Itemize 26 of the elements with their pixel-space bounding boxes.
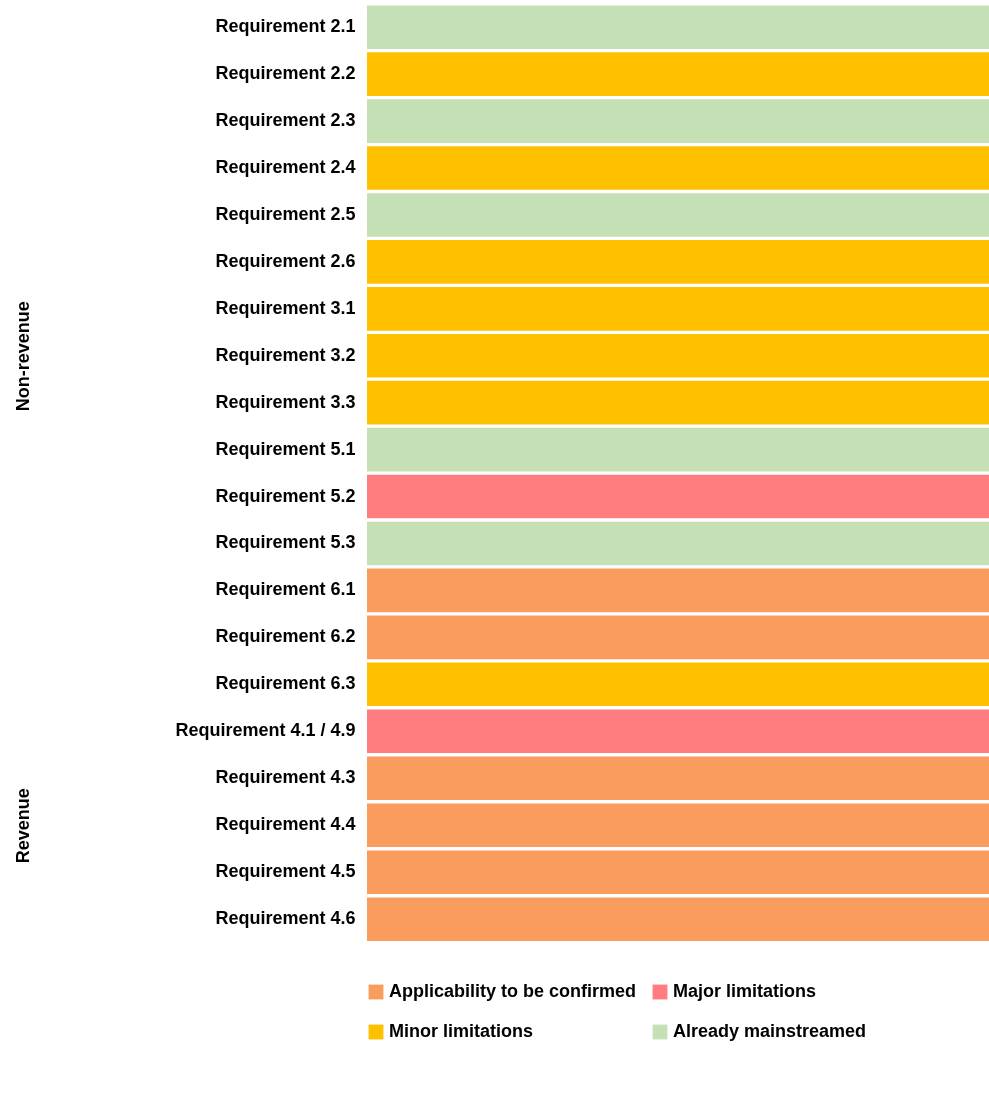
y-tick-label: Requirement 4.1 / 4.9 bbox=[175, 720, 356, 741]
y-tick-label: Requirement 3.2 bbox=[215, 344, 356, 365]
y-tick-label: Requirement 2.3 bbox=[215, 110, 356, 131]
y-tick-label: Requirement 4.3 bbox=[215, 767, 356, 788]
y-tick-label: Requirement 4.4 bbox=[215, 814, 356, 835]
legend-label: Major limitations bbox=[673, 981, 817, 1001]
y-tick-label: Requirement 3.3 bbox=[215, 391, 356, 412]
y-axis-title: Non-revenue bbox=[12, 301, 33, 412]
y-tick-label: Requirement 4.6 bbox=[215, 908, 356, 929]
y-axis-title: Revenue bbox=[12, 788, 33, 864]
y-tick-label: Requirement 6.2 bbox=[215, 626, 356, 647]
y-tick-label: Requirement 4.5 bbox=[215, 861, 356, 882]
y-tick-label: Requirement 6.3 bbox=[215, 673, 356, 694]
y-tick-label: Requirement 5.1 bbox=[215, 438, 356, 459]
legend-label: Minor limitations bbox=[389, 1021, 533, 1041]
y-tick-label: Requirement 5.3 bbox=[215, 532, 356, 553]
y-tick-label: Requirement 2.6 bbox=[215, 250, 356, 271]
y-tick-label: Requirement 6.1 bbox=[215, 579, 356, 600]
legend-label: Already mainstreamed bbox=[673, 1021, 867, 1041]
y-tick-label: Requirement 2.4 bbox=[215, 157, 356, 178]
y-tick-label: Requirement 2.5 bbox=[215, 203, 356, 224]
y-tick-label: Requirement 3.1 bbox=[215, 297, 356, 318]
y-tick-label: Requirement 2.2 bbox=[215, 63, 356, 84]
legend-label: Applicability to be confirmed bbox=[389, 981, 637, 1001]
y-tick-label: Requirement 5.2 bbox=[215, 485, 356, 506]
y-tick-label: Requirement 2.1 bbox=[215, 16, 356, 37]
